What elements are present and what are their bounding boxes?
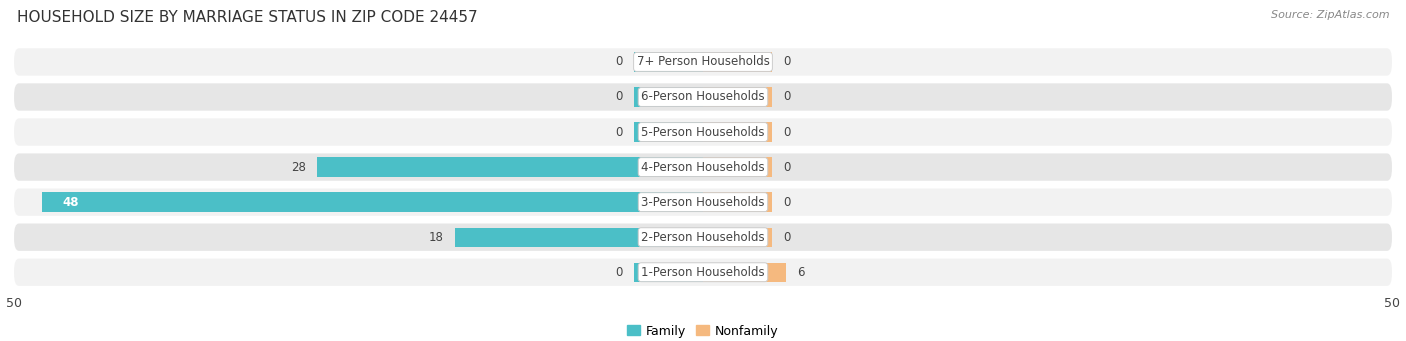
Text: 0: 0 bbox=[783, 56, 790, 69]
FancyBboxPatch shape bbox=[14, 223, 1392, 251]
Bar bbox=[634, 87, 703, 107]
Text: 0: 0 bbox=[616, 90, 623, 104]
Text: 0: 0 bbox=[783, 125, 790, 138]
Bar bbox=[703, 87, 772, 107]
Bar bbox=[703, 52, 772, 72]
Text: Source: ZipAtlas.com: Source: ZipAtlas.com bbox=[1271, 10, 1389, 20]
Legend: Family, Nonfamily: Family, Nonfamily bbox=[623, 320, 783, 341]
Text: 0: 0 bbox=[783, 231, 790, 244]
Text: 0: 0 bbox=[783, 196, 790, 209]
Text: 48: 48 bbox=[62, 196, 79, 209]
Text: 6-Person Households: 6-Person Households bbox=[641, 90, 765, 104]
FancyBboxPatch shape bbox=[14, 189, 1392, 216]
Text: 1-Person Households: 1-Person Households bbox=[641, 266, 765, 279]
Text: 0: 0 bbox=[616, 56, 623, 69]
Text: 28: 28 bbox=[291, 161, 307, 174]
FancyBboxPatch shape bbox=[14, 48, 1392, 76]
Text: 0: 0 bbox=[616, 125, 623, 138]
Text: 6: 6 bbox=[797, 266, 804, 279]
Text: 0: 0 bbox=[783, 90, 790, 104]
Bar bbox=[703, 158, 772, 177]
Bar bbox=[634, 122, 703, 142]
Bar bbox=[42, 193, 703, 212]
FancyBboxPatch shape bbox=[14, 153, 1392, 181]
FancyBboxPatch shape bbox=[14, 118, 1392, 146]
Bar bbox=[703, 263, 786, 282]
Bar bbox=[318, 158, 703, 177]
Text: 4-Person Households: 4-Person Households bbox=[641, 161, 765, 174]
Text: 0: 0 bbox=[783, 161, 790, 174]
FancyBboxPatch shape bbox=[14, 258, 1392, 286]
Text: 3-Person Households: 3-Person Households bbox=[641, 196, 765, 209]
Bar bbox=[456, 227, 703, 247]
Bar bbox=[703, 122, 772, 142]
Bar bbox=[634, 52, 703, 72]
Text: 7+ Person Households: 7+ Person Households bbox=[637, 56, 769, 69]
Bar bbox=[634, 263, 703, 282]
Text: 2-Person Households: 2-Person Households bbox=[641, 231, 765, 244]
FancyBboxPatch shape bbox=[14, 83, 1392, 111]
Bar bbox=[703, 227, 772, 247]
Text: 18: 18 bbox=[429, 231, 444, 244]
Text: 0: 0 bbox=[616, 266, 623, 279]
Text: 5-Person Households: 5-Person Households bbox=[641, 125, 765, 138]
Bar bbox=[703, 193, 772, 212]
Text: HOUSEHOLD SIZE BY MARRIAGE STATUS IN ZIP CODE 24457: HOUSEHOLD SIZE BY MARRIAGE STATUS IN ZIP… bbox=[17, 10, 478, 25]
